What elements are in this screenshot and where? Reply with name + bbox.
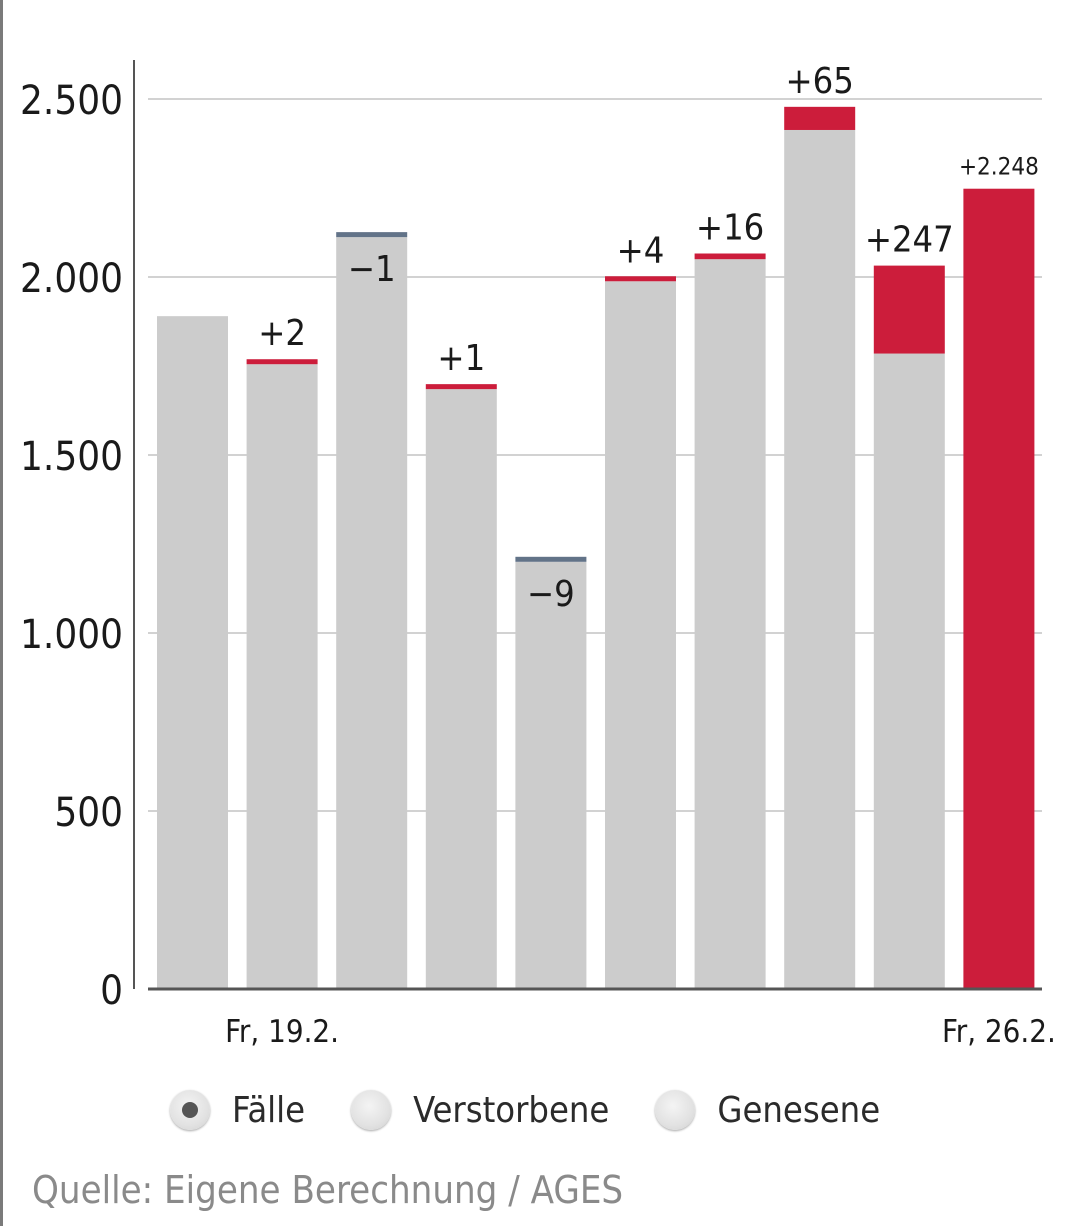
left-border	[0, 0, 3, 1226]
change-label: +247	[865, 220, 954, 261]
radio-verstorbene[interactable]	[351, 1090, 392, 1130]
legend: Fälle Verstorbene Genesene	[170, 1082, 926, 1138]
y-tick-label: 2.000	[20, 256, 123, 302]
radio-genesene[interactable]	[655, 1090, 696, 1130]
bar-base	[425, 389, 497, 989]
bar-base	[336, 237, 408, 990]
y-tick-label: 500	[54, 790, 123, 836]
bar-change-increase	[694, 253, 766, 260]
bar-base	[157, 316, 228, 989]
bar-change-decrease	[515, 556, 587, 562]
legend-label-verstorbene: Verstorbene	[413, 1089, 610, 1131]
change-label: +16	[696, 208, 764, 249]
legend-item-verstorbene[interactable]: Verstorbene	[351, 1090, 609, 1131]
y-tick-label: 1.500	[20, 434, 123, 480]
legend-label-faelle: Fälle	[232, 1089, 306, 1131]
chart-area: 0 500 1.000 1.500 2.000 2.500 +2 Fr, 19.2. −1 +1 −…	[20, 60, 1056, 1050]
radio-selected-dot	[182, 1102, 198, 1118]
bar-base	[246, 364, 318, 990]
bar-base	[873, 353, 945, 989]
bar-change-decrease	[336, 232, 408, 238]
bar-change-increase	[605, 276, 676, 282]
legend-item-genesene[interactable]: Genesene	[655, 1090, 880, 1131]
change-label: +1	[437, 338, 485, 379]
radio-faelle[interactable]	[170, 1090, 210, 1130]
x-tick-label: Fr, 19.2.	[225, 1014, 339, 1050]
change-label: −9	[527, 574, 575, 615]
bar-change-increase	[784, 106, 856, 130]
bar-base	[605, 281, 676, 990]
bar-change-increase	[246, 359, 318, 365]
y-tick-label: 2.500	[20, 78, 123, 124]
change-label: −1	[348, 249, 396, 290]
bar-change-increase	[963, 188, 1035, 989]
bar-base	[694, 259, 766, 989]
change-label: +4	[617, 230, 665, 271]
change-label: +2.248	[959, 153, 1039, 181]
change-label: +2	[258, 313, 306, 354]
bar-base	[515, 561, 587, 989]
bar-chart: 0 500 1.000 1.500 2.000 2.500 +2 Fr, 19.2. −1 +1 −…	[20, 60, 1056, 1050]
change-label: +65	[786, 61, 854, 102]
y-tick-label: 1.000	[20, 612, 123, 658]
bar-base	[784, 129, 856, 990]
legend-item-faelle[interactable]: Fälle	[170, 1090, 305, 1131]
bar-change-increase	[873, 265, 945, 354]
bar-change-increase	[425, 384, 497, 390]
x-tick-label: Fr, 26.2.	[942, 1014, 1056, 1050]
y-tick-label: 0	[100, 968, 123, 1014]
legend-label-genesene: Genesene	[717, 1089, 881, 1131]
source-note: Quelle: Eigene Berechnung / AGES	[32, 1168, 624, 1212]
